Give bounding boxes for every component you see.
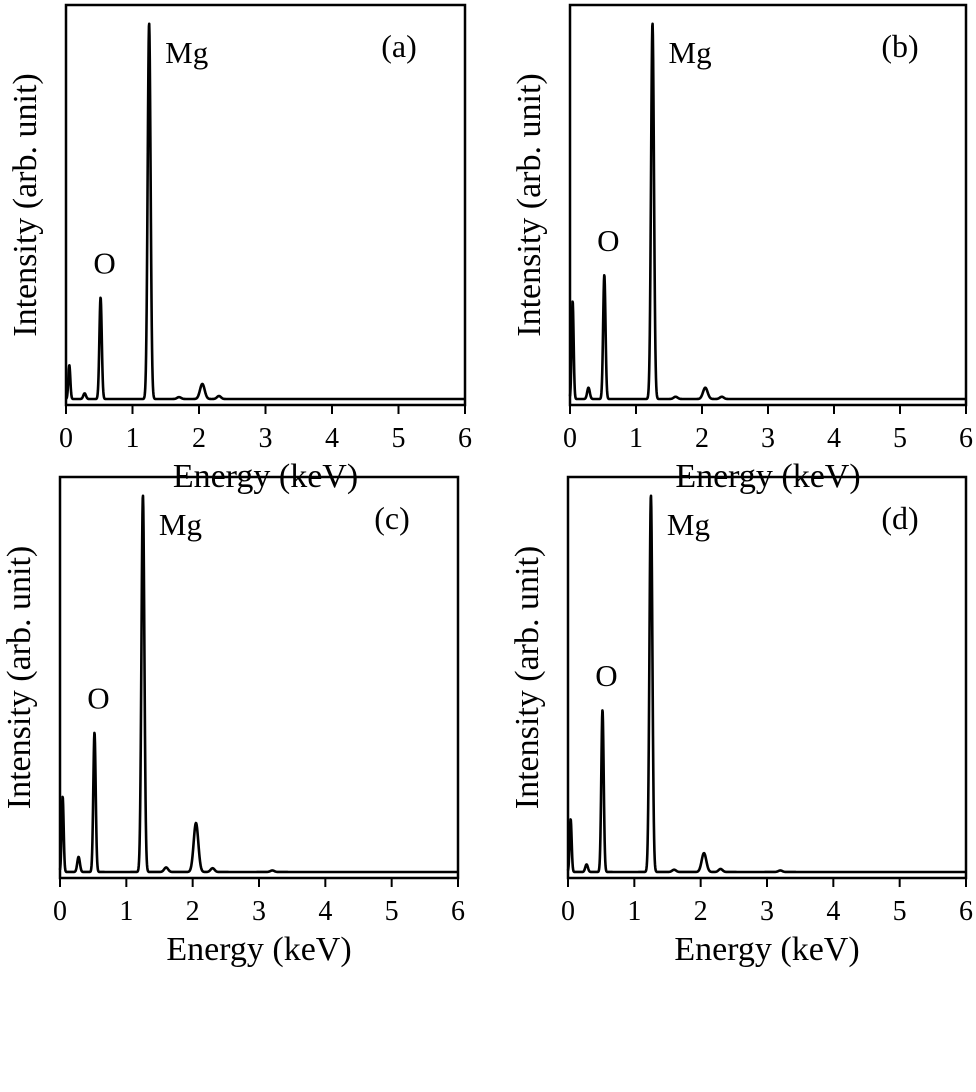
panel-label: (b): [881, 28, 918, 64]
peak-label-mg: Mg: [165, 35, 208, 70]
x-tick-label: 3: [259, 423, 273, 454]
x-tick-label: 6: [451, 896, 465, 927]
x-tick-label: 3: [760, 896, 774, 927]
x-tick-label: 2: [694, 896, 708, 927]
plot-frame: [58, 475, 460, 880]
x-axis-label: Energy (keV): [674, 931, 859, 968]
peak-label-o: O: [595, 658, 617, 693]
x-tick-label: 5: [893, 896, 907, 927]
peak-label-o: O: [93, 245, 115, 280]
x-tick-label: 4: [325, 423, 339, 454]
y-axis-label: Intensity (arb. unit): [511, 73, 548, 336]
x-tick-label: 5: [392, 423, 406, 454]
y-axis-label: Intensity (arb. unit): [1, 546, 38, 809]
x-tick-label: 1: [119, 896, 133, 927]
peak-label-o: O: [597, 223, 619, 258]
x-tick-label: 0: [561, 896, 575, 927]
x-tick-label: 0: [59, 423, 73, 454]
spectrum-line: [64, 22, 467, 401]
panel-label: (d): [881, 500, 918, 536]
x-tick-label: 5: [385, 896, 399, 927]
peak-label-o: O: [87, 681, 109, 716]
y-axis-label: Intensity (arb. unit): [7, 73, 44, 336]
x-tick-label: 6: [959, 896, 973, 927]
plot-frame: [64, 3, 467, 407]
eds-panel-d: 0 1 2 3 4 5 6 Energy (keV) Intensity (arb. unit)…: [509, 475, 973, 968]
spectrum-line: [58, 494, 460, 874]
y-axis-label: Intensity (arb. unit): [509, 546, 546, 809]
plot-frame: [566, 475, 968, 880]
x-tick-label: 4: [827, 423, 841, 454]
x-tick-label: 0: [53, 896, 67, 927]
x-tick-label: 5: [893, 423, 907, 454]
x-tick-label: 4: [318, 896, 332, 927]
x-axis-label: Energy (keV): [166, 931, 351, 968]
peak-label-mg: Mg: [669, 35, 712, 70]
x-tick-label: 0: [563, 423, 577, 454]
x-tick-label: 1: [126, 423, 140, 454]
peak-label-mg: Mg: [667, 507, 710, 542]
x-tick-label: 2: [186, 896, 200, 927]
x-tick-label: 2: [192, 423, 206, 454]
x-tick-label: 2: [695, 423, 709, 454]
panel-label: (c): [374, 500, 410, 536]
x-tick-label: 6: [458, 423, 472, 454]
spectrum-line: [566, 494, 968, 874]
x-tick-label: 1: [627, 896, 641, 927]
peak-label-mg: Mg: [159, 507, 202, 542]
spectrum-line: [568, 22, 968, 401]
x-tick-label: 3: [252, 896, 266, 927]
panel-label: (a): [381, 28, 417, 64]
eds-panel-c: 0 1 2 3 4 5 6 Energy (keV) Intensity (arb. unit)…: [1, 475, 465, 968]
x-tick-label: 3: [761, 423, 775, 454]
x-tick-label: 6: [959, 423, 973, 454]
plot-frame: [568, 3, 968, 407]
x-tick-label: 1: [629, 423, 643, 454]
x-tick-label: 4: [826, 896, 840, 927]
